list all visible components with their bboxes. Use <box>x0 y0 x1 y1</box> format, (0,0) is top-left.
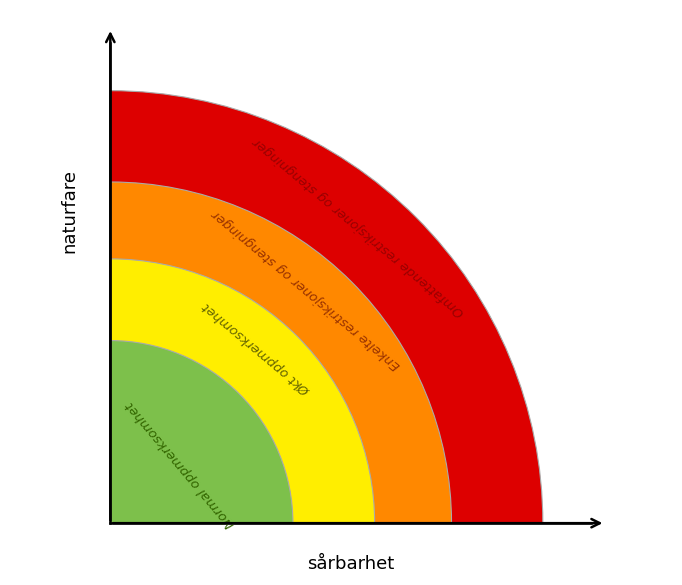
Wedge shape <box>110 259 374 523</box>
Text: Enkelte restriksjoner og stengninger: Enkelte restriksjoner og stengninger <box>210 207 403 372</box>
Text: Økt oppmerksomhet: Økt oppmerksomhet <box>201 300 313 397</box>
Text: Omfattende restriksjoner og stengninger: Omfattende restriksjoner og stengninger <box>251 135 467 319</box>
Text: Normal oppmerksomhet: Normal oppmerksomhet <box>123 398 237 531</box>
Text: naturfare: naturfare <box>61 169 78 253</box>
Wedge shape <box>110 182 451 523</box>
Wedge shape <box>110 91 543 523</box>
Wedge shape <box>110 340 293 523</box>
Text: sårbarhet: sårbarhet <box>307 555 394 573</box>
